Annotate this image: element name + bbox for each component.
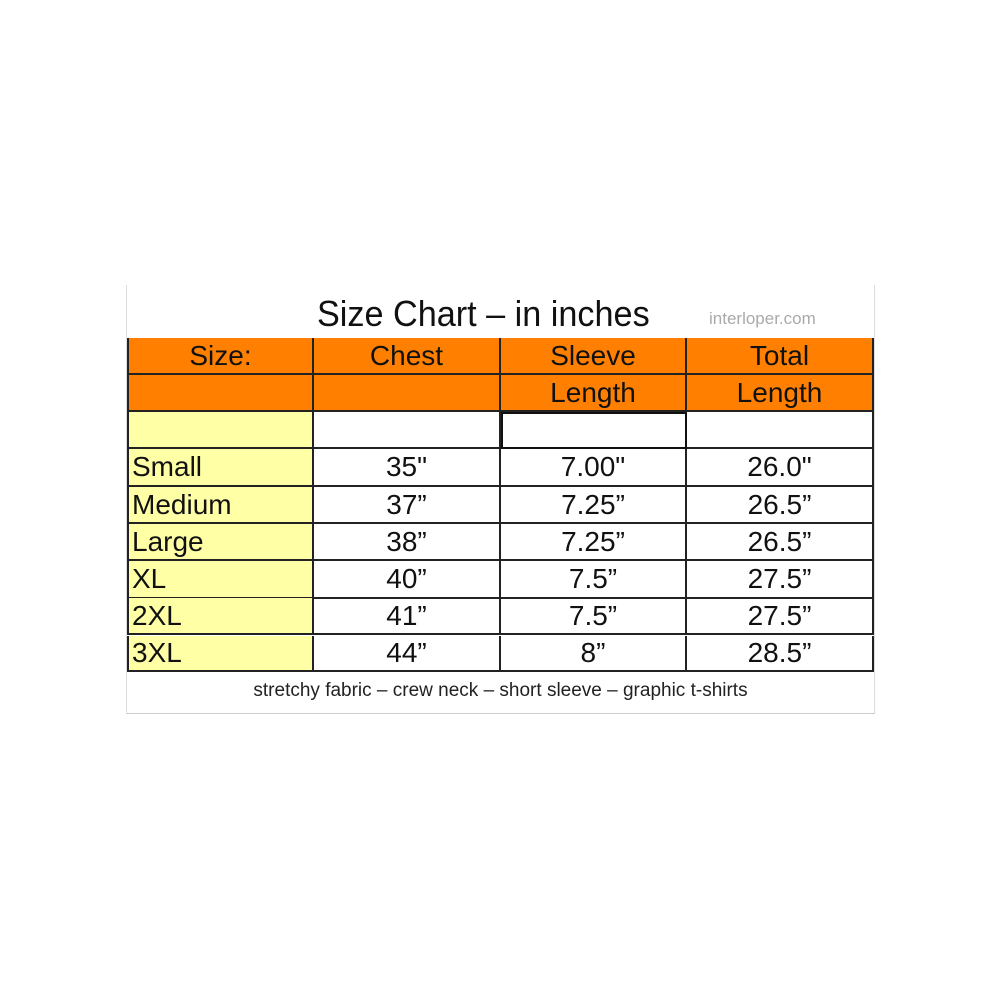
measurement-cell: 26.5” bbox=[687, 487, 874, 524]
measurement-cell: 7.00" bbox=[501, 449, 687, 487]
table-row: 2XL 41” 7.5” 27.5” bbox=[127, 598, 874, 635]
size-label-cell bbox=[127, 412, 314, 449]
measurement-cell bbox=[687, 412, 874, 449]
measurement-cell: 35" bbox=[314, 449, 501, 487]
header-cell: Chest bbox=[314, 338, 501, 375]
measurement-cell: 38” bbox=[314, 524, 501, 561]
measurement-cell: 7.5” bbox=[501, 561, 687, 599]
table-row: Large 38” 7.25” 26.5” bbox=[127, 524, 874, 561]
chart-title: Size Chart – in inches bbox=[317, 293, 650, 334]
header-cell: Sleeve bbox=[501, 338, 687, 375]
measurement-cell: 7.25” bbox=[501, 524, 687, 561]
measurement-cell: 7.5” bbox=[501, 598, 687, 635]
measurement-cell: 41” bbox=[314, 598, 501, 635]
measurement-cell: 8” bbox=[501, 636, 687, 672]
header-row: Size: Chest Sleeve Total bbox=[127, 338, 874, 375]
site-watermark: interloper.com bbox=[709, 309, 816, 328]
measurement-cell: 27.5” bbox=[687, 561, 874, 599]
table-row: Small 35" 7.00" 26.0" bbox=[127, 449, 874, 487]
measurement-cell: 40” bbox=[314, 561, 501, 599]
header-row: Length Length bbox=[127, 375, 874, 412]
measurement-cell: 7.25” bbox=[501, 487, 687, 524]
measurement-cell bbox=[501, 412, 687, 449]
measurement-cell bbox=[314, 412, 501, 449]
header-cell: Length bbox=[501, 375, 687, 412]
measurement-cell: 28.5” bbox=[687, 636, 874, 672]
size-chart: Size Chart – in inches interloper.com Si… bbox=[126, 285, 875, 714]
size-label-cell: 2XL bbox=[127, 598, 314, 635]
header-cell bbox=[127, 375, 314, 412]
size-label-cell: Small bbox=[127, 449, 314, 487]
measurement-cell: 27.5” bbox=[687, 598, 874, 635]
size-label-cell: XL bbox=[127, 561, 314, 599]
measurement-cell: 26.0" bbox=[687, 449, 874, 487]
header-cell: Length bbox=[687, 375, 874, 412]
title-bar: Size Chart – in inches interloper.com bbox=[127, 285, 874, 338]
header-cell: Total bbox=[687, 338, 874, 375]
size-label-cell: Large bbox=[127, 524, 314, 561]
footer-note: stretchy fabric – crew neck – short slee… bbox=[253, 680, 748, 701]
header-cell: Size: bbox=[127, 338, 314, 375]
table-row: 3XL 44” 8” 28.5” bbox=[127, 636, 874, 672]
measurement-cell: 44” bbox=[314, 636, 501, 672]
measurement-cell: 26.5” bbox=[687, 524, 874, 561]
table-row bbox=[127, 412, 874, 449]
size-label-cell: Medium bbox=[127, 487, 314, 524]
size-label-cell: 3XL bbox=[127, 636, 314, 672]
header-cell bbox=[314, 375, 501, 412]
table-row: XL 40” 7.5” 27.5” bbox=[127, 561, 874, 599]
measurement-cell: 37” bbox=[314, 487, 501, 524]
table-row: Medium 37” 7.25” 26.5” bbox=[127, 487, 874, 524]
